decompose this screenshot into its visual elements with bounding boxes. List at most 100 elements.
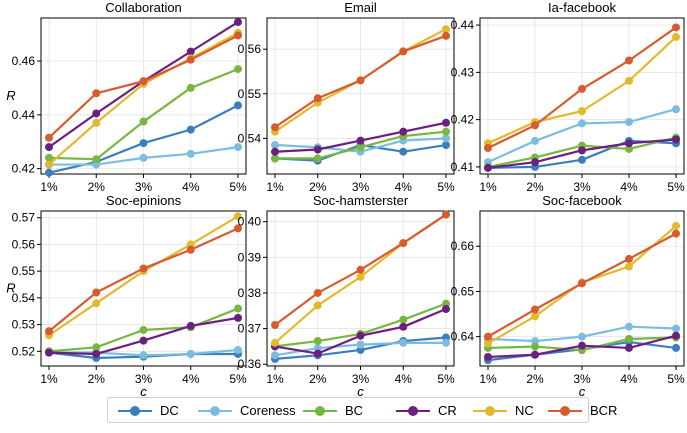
data-point-nc bbox=[92, 118, 101, 127]
y-tick-label: 0.56 bbox=[238, 42, 262, 56]
y-tick-label: 0.37 bbox=[238, 322, 262, 336]
data-point-nc bbox=[234, 212, 242, 221]
data-point-dc bbox=[45, 168, 53, 177]
legend-marker bbox=[210, 406, 220, 416]
data-point-bcr bbox=[139, 264, 148, 273]
data-point-bc bbox=[139, 117, 148, 126]
chart-panel-3: 1% 2% 3% 4% 5% 0.41 0.42 0.43 0.44 Ia-facebook bbox=[451, 0, 685, 194]
data-point-coreness bbox=[271, 351, 279, 360]
data-point-bcr bbox=[672, 23, 680, 32]
data-point-coreness bbox=[186, 349, 195, 358]
x-tick-label: 5% bbox=[437, 372, 455, 386]
data-point-bc bbox=[45, 153, 53, 162]
x-tick-label: 1% bbox=[479, 180, 497, 194]
data-point-bcr bbox=[531, 121, 539, 130]
data-point-bcr bbox=[92, 288, 101, 297]
data-point-cr bbox=[186, 47, 195, 56]
y-tick-label: 0.57 bbox=[12, 211, 36, 225]
data-point-bcr bbox=[625, 254, 633, 263]
data-point-nc bbox=[625, 76, 633, 85]
data-point-cr bbox=[271, 147, 279, 156]
legend-marker bbox=[485, 406, 495, 416]
data-point-bcr bbox=[672, 229, 680, 238]
x-axis-label: c bbox=[357, 384, 364, 399]
x-tick-label: 2% bbox=[526, 372, 544, 386]
chart-title: Soc-facebook bbox=[542, 193, 622, 208]
data-point-cr bbox=[313, 349, 322, 358]
x-tick-label: 3% bbox=[135, 372, 153, 386]
y-tick-label: 0.42 bbox=[12, 162, 36, 176]
data-point-cr bbox=[442, 304, 450, 313]
chart-panel-6: 1% 2% 3% 4% 5% 0.64 0.65 0.66 Soc-facebook c bbox=[451, 193, 685, 399]
data-point-nc bbox=[356, 272, 365, 281]
data-point-cr bbox=[484, 163, 492, 172]
x-tick-label: 3% bbox=[135, 180, 153, 194]
y-tick-label: 0.43 bbox=[451, 65, 475, 79]
legend: DC Coreness BC CR NC BCR bbox=[107, 397, 617, 423]
data-point-nc bbox=[672, 221, 680, 230]
x-tick-label: 5% bbox=[667, 180, 685, 194]
data-point-cr bbox=[578, 341, 586, 350]
y-tick-label: 0.38 bbox=[238, 286, 262, 300]
chart-panel-4: 1% 2% 3% 4% 5% 0.52 0.53 0.54 0.55 0.56 0.57 Soc-ep… bbox=[6, 193, 247, 399]
data-point-bcr bbox=[313, 288, 322, 297]
data-point-coreness bbox=[672, 105, 680, 114]
data-point-bc bbox=[186, 83, 195, 92]
data-point-bc bbox=[531, 342, 539, 351]
data-point-bcr bbox=[442, 210, 450, 219]
x-tick-label: 5% bbox=[667, 372, 685, 386]
data-point-nc bbox=[92, 299, 101, 308]
y-tick-label: 0.52 bbox=[12, 344, 36, 358]
chart-panel-5: 1% 2% 3% 4% 5% 0.36 0.37 0.38 0.39 0.40 Soc-hamste… bbox=[238, 193, 455, 399]
y-tick-label: 0.40 bbox=[238, 215, 262, 229]
data-point-bc bbox=[313, 337, 322, 346]
data-point-dc bbox=[672, 343, 680, 352]
data-point-bc bbox=[356, 143, 365, 152]
data-point-cr bbox=[484, 352, 492, 361]
data-point-bcr bbox=[442, 31, 450, 40]
data-point-bcr bbox=[399, 47, 408, 56]
x-tick-label: 5% bbox=[229, 180, 247, 194]
data-point-coreness bbox=[625, 322, 633, 331]
data-point-bcr bbox=[186, 55, 195, 64]
y-tick-label: 0.55 bbox=[12, 264, 36, 278]
y-tick-label: 0.65 bbox=[451, 284, 475, 298]
x-tick-label: 1% bbox=[40, 372, 58, 386]
data-point-cr bbox=[531, 158, 539, 167]
data-point-coreness bbox=[578, 119, 586, 128]
data-point-bcr bbox=[399, 239, 408, 248]
data-point-cr bbox=[672, 135, 680, 144]
y-tick-label: 0.66 bbox=[451, 239, 475, 253]
data-point-cr bbox=[186, 321, 195, 330]
data-point-cr bbox=[45, 348, 53, 357]
data-point-coreness bbox=[625, 118, 633, 126]
x-tick-label: 3% bbox=[573, 372, 591, 386]
legend-label: Coreness bbox=[240, 403, 296, 418]
x-tick-label: 4% bbox=[182, 372, 200, 386]
data-point-coreness bbox=[672, 324, 680, 333]
x-tick-label: 4% bbox=[182, 180, 200, 194]
data-point-bcr bbox=[356, 265, 365, 274]
data-point-bc bbox=[92, 155, 101, 164]
legend-label: CR bbox=[438, 403, 457, 418]
chart-panel-1: 1% 2% 3% 4% 5% 0.42 0.44 0.46 Collaboration R bbox=[6, 0, 247, 194]
y-tick-label: 0.46 bbox=[12, 54, 36, 68]
y-tick-label: 0.39 bbox=[238, 250, 262, 264]
data-point-bcr bbox=[234, 31, 242, 40]
legend-label: BC bbox=[345, 403, 364, 418]
chart-title: Ia-facebook bbox=[548, 0, 616, 15]
data-point-coreness bbox=[271, 141, 279, 150]
x-tick-label: 1% bbox=[40, 180, 58, 194]
data-point-coreness bbox=[234, 143, 242, 152]
data-point-dc bbox=[442, 141, 450, 150]
data-point-dc bbox=[234, 101, 242, 110]
data-point-cr bbox=[399, 322, 408, 331]
data-point-bcr bbox=[578, 279, 586, 288]
data-point-bcr bbox=[356, 76, 365, 85]
data-point-bcr bbox=[186, 245, 195, 254]
y-tick-label: 0.44 bbox=[451, 18, 475, 32]
data-point-nc bbox=[531, 312, 539, 321]
data-point-nc bbox=[578, 107, 586, 116]
data-point-coreness bbox=[531, 136, 539, 145]
